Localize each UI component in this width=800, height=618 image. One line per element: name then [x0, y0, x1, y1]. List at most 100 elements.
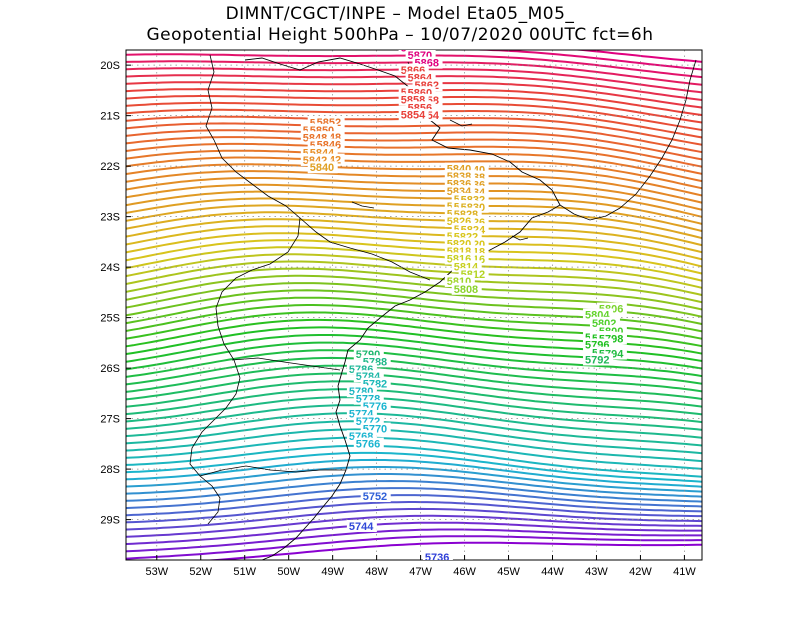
lon-tick-label: 50W: [277, 566, 300, 578]
contour-line: [126, 225, 702, 261]
contour-label-bg: [398, 108, 429, 121]
contour-line: [126, 260, 702, 297]
contour-line: [126, 412, 702, 447]
contour-label-bg: [451, 282, 482, 295]
chart-title-line-2: Geopotential Height 500hPa – 10/07/2020 …: [146, 25, 654, 45]
contour-line: [126, 170, 702, 204]
contour-line: [126, 163, 702, 197]
contour-label-bg: [444, 245, 475, 258]
lat-tick-label: 24S: [100, 262, 120, 274]
lon-tick-label: 42W: [629, 566, 652, 578]
contour-label-bg: [583, 353, 614, 366]
lon-tick-label: 47W: [409, 566, 432, 578]
contour-line: [126, 204, 702, 240]
contour-line: [126, 142, 702, 175]
contour-line: [126, 197, 702, 233]
contour-label: 5792: [585, 354, 609, 366]
contour-label-bg: [360, 490, 391, 503]
contour-line: [126, 404, 702, 439]
lon-tick-label: 48W: [365, 566, 388, 578]
contour-label: 5808: [454, 284, 478, 296]
lat-tick-label: 27S: [100, 414, 120, 426]
graticule-grid: [126, 50, 702, 560]
lon-tick-label: 43W: [585, 566, 608, 578]
contour-line: [126, 444, 702, 478]
contour-line: [126, 218, 702, 254]
contour-label: 5766: [356, 439, 380, 451]
contour-line: [126, 451, 702, 483]
lon-tick-label: 45W: [497, 566, 520, 578]
lon-tick-label: 53W: [145, 566, 168, 578]
contour-line: [126, 129, 702, 161]
contour-line: [126, 122, 702, 154]
contour-line: [126, 274, 702, 311]
contour-line: [126, 396, 702, 431]
contour-line: [126, 501, 702, 524]
lon-tick-label: 49W: [321, 566, 344, 578]
contour-line: [126, 420, 702, 455]
contour-line: [126, 436, 702, 470]
contour-line: [126, 356, 702, 393]
contour-label: 5744: [349, 521, 374, 533]
contour-line: [126, 473, 702, 498]
contour-label-bg: [353, 437, 384, 450]
contour-label-bg: [422, 551, 453, 560]
lon-tick-label: 51W: [233, 566, 256, 578]
contour-line: [126, 514, 702, 538]
axis-ticks: 20S 21S 22S 23S 24S 25S 26S 27S 28S 29S 53W 52W 51W 5…: [100, 60, 696, 578]
contour-label: 5736: [425, 552, 449, 564]
contour-label: 5818: [447, 246, 471, 258]
contour-line: [126, 253, 702, 289]
border-brazil-paraguay: [189, 54, 301, 525]
contour-labels: 5872587658745872587058685866586458625860…: [300, 27, 627, 564]
contour-line: [126, 372, 702, 408]
lon-tick-label: 44W: [541, 566, 564, 578]
contour-line: [126, 428, 702, 463]
coastline-islands: [351, 119, 529, 241]
lon-tick-label: 46W: [453, 566, 476, 578]
contour-line: [126, 466, 702, 493]
contour-label-bg: [307, 161, 338, 174]
contour-label-bg: [444, 252, 475, 265]
contour-line: [126, 507, 702, 531]
lat-tick-label: 26S: [100, 363, 120, 375]
contour-label: 5840: [310, 162, 334, 174]
contour-line: [126, 341, 702, 378]
contour-label: 5874: [415, 35, 440, 47]
lat-tick-label: 22S: [100, 161, 120, 173]
contour-label: 5854: [401, 110, 426, 122]
contour-label-bg: [405, 50, 436, 61]
contour-label: 5876: [408, 28, 432, 40]
contour-line: [126, 136, 702, 168]
contour-line: [126, 81, 702, 109]
contour-line: [126, 458, 702, 488]
chart-title-line-1: DIMNT/CGCT/INPE – Model Eta05_M05_: [225, 4, 575, 24]
contour-label-bg: [406, 27, 436, 39]
contour-line: [126, 521, 702, 546]
lon-tick-label: 41W: [673, 566, 696, 578]
contour-line: [126, 211, 702, 247]
contour-line: [126, 149, 702, 183]
contour-line: [126, 535, 702, 560]
lat-tick-label: 20S: [100, 60, 120, 72]
contour-line: [126, 380, 702, 416]
contour-line: [126, 239, 702, 275]
contour-line: [126, 364, 702, 400]
contour-line: [126, 183, 702, 218]
lat-tick-label: 25S: [100, 313, 120, 325]
lon-tick-label: 52W: [189, 566, 212, 578]
contour-label: 5870: [408, 50, 432, 62]
contour-label: 5752: [363, 491, 387, 503]
contour-line: [126, 246, 702, 282]
contour-line: [571, 50, 702, 63]
contour-label-bg: [346, 519, 377, 532]
lat-tick-label: 28S: [100, 464, 120, 476]
lat-tick-label: 21S: [100, 111, 120, 123]
contour-line: [126, 349, 702, 385]
contour-line: [126, 388, 702, 424]
contour-line: [312, 50, 702, 71]
contour-line: [126, 60, 702, 86]
lat-tick-label: 29S: [100, 515, 120, 527]
lat-tick-label: 23S: [100, 212, 120, 224]
